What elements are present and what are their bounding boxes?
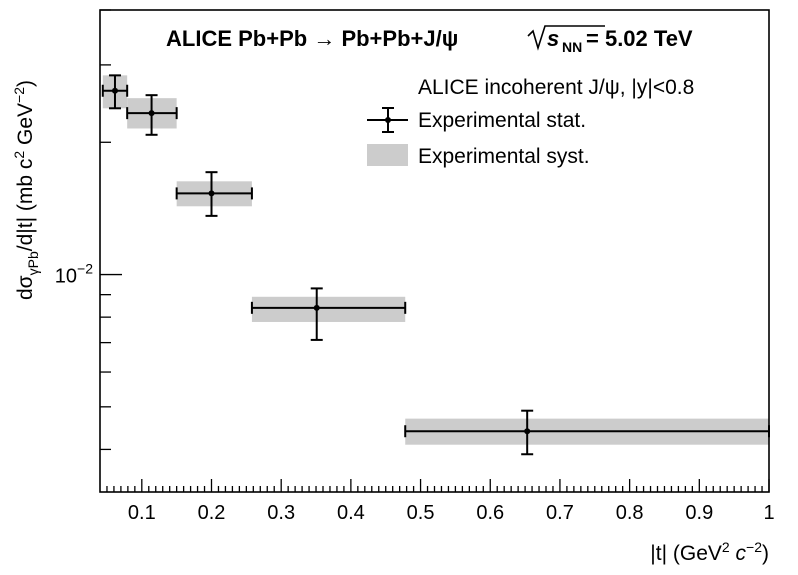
x-tick-label: 0.7 [546,502,574,524]
x-tick-label: 1 [763,502,774,524]
x-tick-label: 0.2 [198,502,226,524]
x-tick-label: 0.4 [337,502,365,524]
data-point [208,190,215,197]
energy-subscript: NN [562,39,582,55]
energy-label: s NN = 5.02 TeV [527,25,693,55]
sqrt-sign [527,25,605,51]
y-tick-label: 10−2 [55,261,93,288]
energy-symbol: s [547,26,559,51]
x-axis-ticks: 0.1 0.2 0.3 0.4 0.5 0.6 0.7 0.8 0.9 1 [106,479,775,524]
data-point [524,428,531,435]
data-point [111,87,118,94]
chart-title: ALICE Pb+Pb → Pb+Pb+J/ψ [166,26,458,51]
legend-stat-marker [367,107,408,133]
y-axis-label: dσγPb/d|t| (mb c2 GeV−2) [11,80,41,300]
legend-stat-label: Experimental stat. [418,109,586,132]
energy-value: = 5.02 TeV [586,26,693,51]
x-tick-label: 0.5 [407,502,435,524]
x-tick-label: 0.8 [616,502,644,524]
y-axis-ticks: 10−2 [55,9,122,451]
syst-box [251,296,406,322]
legend-syst-marker [367,144,408,166]
statistical-error-bars [101,74,770,456]
legend-syst-label: Experimental syst. [418,145,590,168]
legend-header: ALICE incoherent J/ψ, |y|<0.8 [418,76,694,99]
x-tick-label: 0.3 [267,502,295,524]
data-point [313,304,320,311]
x-tick-label: 0.9 [685,502,713,524]
x-tick-label: 0.1 [128,502,156,524]
x-axis-label: |t| (GeV2 c−2) [650,539,769,565]
x-tick-label: 0.6 [476,502,504,524]
data-point [148,110,155,117]
